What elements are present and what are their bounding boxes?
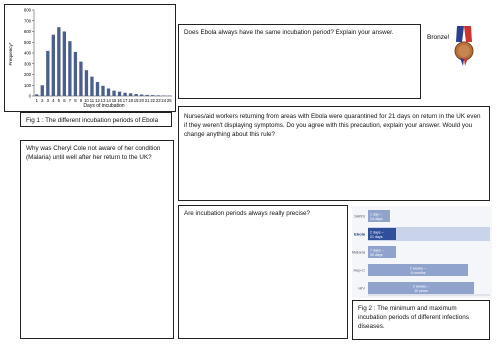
fig1-chart: Frequency* Days of incubation 0 100 200 300… <box>4 4 176 112</box>
bar <box>79 61 83 96</box>
bar <box>101 85 105 96</box>
x-tick-label: 9 <box>80 98 83 103</box>
fig2-diagram: SARS 1 day –14 days Ebola 2 days –21 days Ma… <box>352 206 492 298</box>
y-tick-label: 800 <box>24 8 32 13</box>
x-tick-label: 19 <box>134 98 139 103</box>
x-tick-label: 18 <box>128 98 133 103</box>
range-max: 14 days <box>370 217 383 221</box>
bar <box>128 93 133 96</box>
bar <box>139 94 144 96</box>
bar <box>62 31 67 96</box>
x-tick-label: 3 <box>47 98 50 103</box>
y-tick-label: 700 <box>24 18 32 23</box>
bar <box>46 50 50 96</box>
x-tick-label: 4 <box>52 98 55 103</box>
y-tick-label: 400 <box>24 51 32 56</box>
x-axis-label: Days of incubation <box>83 103 124 109</box>
bar <box>84 70 89 96</box>
fig2-caption: Fig 2 : The minimum and maximum incubati… <box>352 300 490 340</box>
x-tick-label: 24 <box>161 98 166 103</box>
x-tick-label: 22 <box>150 98 155 103</box>
bar <box>35 94 39 96</box>
fig1-caption: Fig 1 : The different incubation periods… <box>20 112 172 127</box>
row-label: HIV <box>358 286 365 291</box>
y-tick-label: 600 <box>24 29 32 34</box>
range-min: 2 weeks – <box>410 267 426 271</box>
bar <box>123 92 127 96</box>
x-tick-label: 17 <box>123 98 128 103</box>
bar <box>40 85 44 96</box>
bar <box>134 94 138 96</box>
bar <box>68 41 72 96</box>
range-max: 30 days <box>370 253 383 257</box>
x-tick-label: 16 <box>117 98 122 103</box>
bar <box>112 90 116 96</box>
bar <box>73 51 78 96</box>
x-tick-label: 7 <box>69 98 72 103</box>
range-max: 21 days <box>370 235 383 239</box>
range-min: 2 weeks – <box>413 285 429 289</box>
y-tick-label: 0 <box>29 94 32 99</box>
question-box: Nurses/aid workers returning from areas … <box>178 106 490 201</box>
x-tick-label: 23 <box>156 98 161 103</box>
question-box: Does Ebola always have the same incubati… <box>178 24 421 99</box>
badge-label: Bronze! <box>427 34 450 41</box>
range-min: 1 day – <box>370 213 382 217</box>
bar <box>106 88 111 96</box>
x-tick-label: 13 <box>101 98 106 103</box>
range-max: 6 months <box>411 271 426 275</box>
x-tick-label: 6 <box>63 98 66 103</box>
range-bar <box>368 246 396 258</box>
range-bar <box>368 264 468 276</box>
row-label: Hep-C <box>353 268 365 273</box>
x-tick-label: 14 <box>106 98 111 103</box>
bar <box>51 34 55 96</box>
range-bar <box>368 210 390 222</box>
chart-frame <box>4 4 176 112</box>
x-tick-label: 2 <box>41 98 44 103</box>
range-min: 7 days – <box>370 249 384 253</box>
bar <box>57 27 61 97</box>
x-tick-label: 1 <box>36 98 39 103</box>
x-tick-label: 8 <box>74 98 77 103</box>
highlight-band <box>368 227 490 241</box>
row-label: Malaria <box>352 250 366 255</box>
x-tick-label: 11 <box>90 98 95 103</box>
range-bar <box>368 228 396 240</box>
x-tick-label: 12 <box>95 98 100 103</box>
x-tick-label: 20 <box>139 98 144 103</box>
range-bar <box>368 282 474 294</box>
question-box: Why was Cheryl Cole not aware of her con… <box>20 140 174 339</box>
range-min: 2 days – <box>370 231 384 235</box>
x-tick-label: 10 <box>84 98 89 103</box>
x-tick-label: 21 <box>145 98 150 103</box>
bar <box>95 82 100 96</box>
question-box: Are incubation periods always really pre… <box>178 205 348 339</box>
bar <box>151 95 155 96</box>
y-axis-label: Frequency* <box>8 42 13 65</box>
bar <box>156 95 160 96</box>
bar <box>90 76 94 96</box>
row-label: SARS <box>354 214 365 219</box>
bar <box>145 94 149 96</box>
y-tick-label: 500 <box>24 40 32 45</box>
y-tick-label: 200 <box>24 72 32 77</box>
x-tick-label: 5 <box>58 98 61 103</box>
x-tick-label: 25 <box>167 98 172 103</box>
y-tick-label: 300 <box>24 61 32 66</box>
bar <box>117 91 122 96</box>
y-tick-label: 100 <box>24 83 32 88</box>
range-max: 10 years <box>414 289 428 293</box>
x-tick-label: 15 <box>112 98 117 103</box>
medal-icon <box>454 26 474 66</box>
row-label: Ebola <box>354 232 366 237</box>
